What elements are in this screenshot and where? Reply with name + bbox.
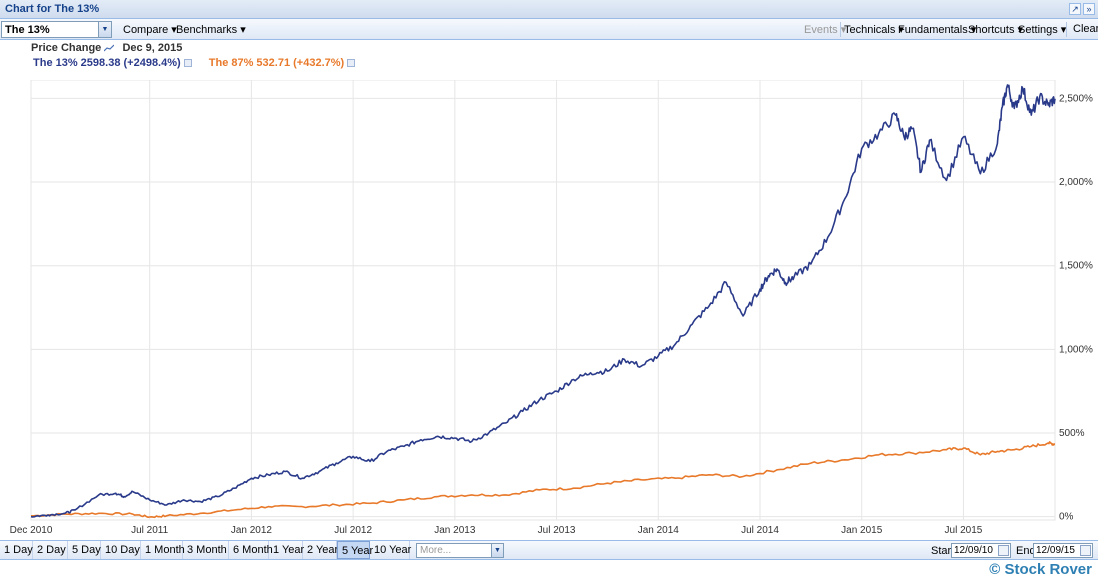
calendar-icon[interactable] [1080, 545, 1091, 556]
calendar-icon[interactable] [998, 545, 1009, 556]
compare-menu[interactable]: Compare ▾ [123, 24, 177, 36]
stock-rover-watermark: © Stock Rover [989, 561, 1092, 578]
chart-info-header: Price Change Dec 9, 2015 [31, 42, 182, 54]
range-button-1-month[interactable]: 1 Month [141, 541, 185, 559]
x-tick-label: Jan 2014 [638, 525, 680, 536]
price-change-chart[interactable]: Dec 2010 Jul 2011 Jan 2012 Jul 2012 Jan 2013… [0, 80, 1098, 540]
benchmarks-menu[interactable]: Benchmarks ▾ [176, 24, 246, 36]
range-button-1-year[interactable]: 1 Year [269, 541, 304, 559]
range-button-2-day[interactable]: 2 Day [33, 541, 68, 559]
x-tick-label: Jan 2012 [231, 525, 273, 536]
y-tick-label: 500% [1059, 428, 1085, 439]
x-tick-label: Jan 2015 [841, 525, 883, 536]
range-button-1-day[interactable]: 1 Day [0, 541, 33, 559]
range-button-6-month[interactable]: 6 Month [229, 541, 273, 559]
series-line-the-13 [30, 84, 1056, 518]
x-tick-label: Jul 2014 [741, 525, 779, 536]
series-legend: The 13% 2598.38 (+2498.4%) The 87% 532.7… [33, 57, 356, 69]
remove-series-icon[interactable] [183, 59, 192, 68]
x-tick-label: Jul 2012 [334, 525, 372, 536]
legend-series-2: The 87% 532.71 (+432.7%) [208, 57, 345, 69]
x-tick-label: Jul 2015 [945, 525, 983, 536]
chart-toolbar: The 13% ▼ Compare ▾ Benchmarks ▾ Events … [0, 19, 1098, 40]
plot-area [30, 80, 1056, 521]
toolbar-divider [840, 22, 841, 37]
more-range-input[interactable]: More... [420, 545, 452, 556]
start-date-field[interactable]: 12/09/10 [951, 543, 1011, 558]
start-date-value[interactable]: 12/09/10 [954, 545, 993, 556]
y-tick-label: 1,500% [1059, 261, 1093, 272]
range-button-10-day[interactable]: 10 Day [101, 541, 141, 559]
x-tick-label: Dec 2010 [10, 525, 53, 536]
window-title: Chart for The 13% [5, 3, 100, 15]
chart-type-icon[interactable] [104, 44, 115, 52]
info-date: Dec 9, 2015 [122, 42, 183, 54]
y-tick-label: 0% [1059, 512, 1074, 523]
chart-grid [30, 80, 1056, 521]
start-label: Start [931, 545, 955, 557]
range-button-2-year[interactable]: 2 Year [303, 541, 338, 559]
x-tick-label: Jan 2013 [434, 525, 476, 536]
end-label: End [1016, 545, 1036, 557]
window-titlebar: Chart for The 13% ↗ » [0, 0, 1098, 19]
x-tick-label: Jul 2013 [538, 525, 576, 536]
end-date-value[interactable]: 12/09/15 [1036, 545, 1075, 556]
range-button-5-year[interactable]: 5 Year [337, 541, 373, 559]
series-line-the-87 [30, 441, 1056, 519]
range-toolbar: 1 Day 2 Day 5 Day 10 Day 1 Month 3 Month 6 Mon… [0, 540, 1098, 560]
y-tick-label: 2,500% [1059, 93, 1093, 104]
remove-series-icon[interactable] [347, 59, 356, 68]
chart-axes: Dec 2010 Jul 2011 Jan 2012 Jul 2012 Jan 2013… [10, 93, 1093, 536]
legend-series-1: The 13% 2598.38 (+2498.4%) [33, 57, 181, 69]
toolbar-divider [1066, 22, 1067, 37]
shortcuts-menu[interactable]: Shortcuts ▾ [968, 24, 1024, 36]
range-button-3-month[interactable]: 3 Month [183, 541, 229, 559]
popout-icon[interactable]: ↗ [1069, 3, 1081, 15]
range-button-10-year[interactable]: 10 Year [370, 541, 411, 559]
collapse-icon[interactable]: » [1083, 3, 1095, 15]
clear-button[interactable]: Clear [1073, 23, 1098, 35]
technicals-menu[interactable]: Technicals ▾ [844, 24, 904, 36]
symbol-input[interactable]: The 13% [5, 24, 50, 36]
chevron-down-icon[interactable]: ▼ [98, 22, 111, 37]
mode-label: Price Change [31, 42, 102, 54]
range-button-5-day[interactable]: 5 Day [68, 541, 101, 559]
chevron-down-icon[interactable]: ▼ [491, 544, 503, 557]
end-date-field[interactable]: 12/09/15 [1033, 543, 1093, 558]
y-tick-label: 1,000% [1059, 344, 1093, 355]
more-range-combo[interactable]: More... ▼ [416, 543, 504, 558]
y-tick-label: 2,000% [1059, 177, 1093, 188]
chart-series [30, 84, 1056, 519]
symbol-combo[interactable]: The 13% ▼ [1, 21, 112, 38]
fundamentals-menu[interactable]: Fundamentals ▾ [898, 24, 977, 36]
settings-menu[interactable]: Settings ▾ [1018, 24, 1067, 36]
x-tick-label: Jul 2011 [131, 525, 169, 536]
events-menu[interactable]: Events ▾ [804, 24, 847, 36]
